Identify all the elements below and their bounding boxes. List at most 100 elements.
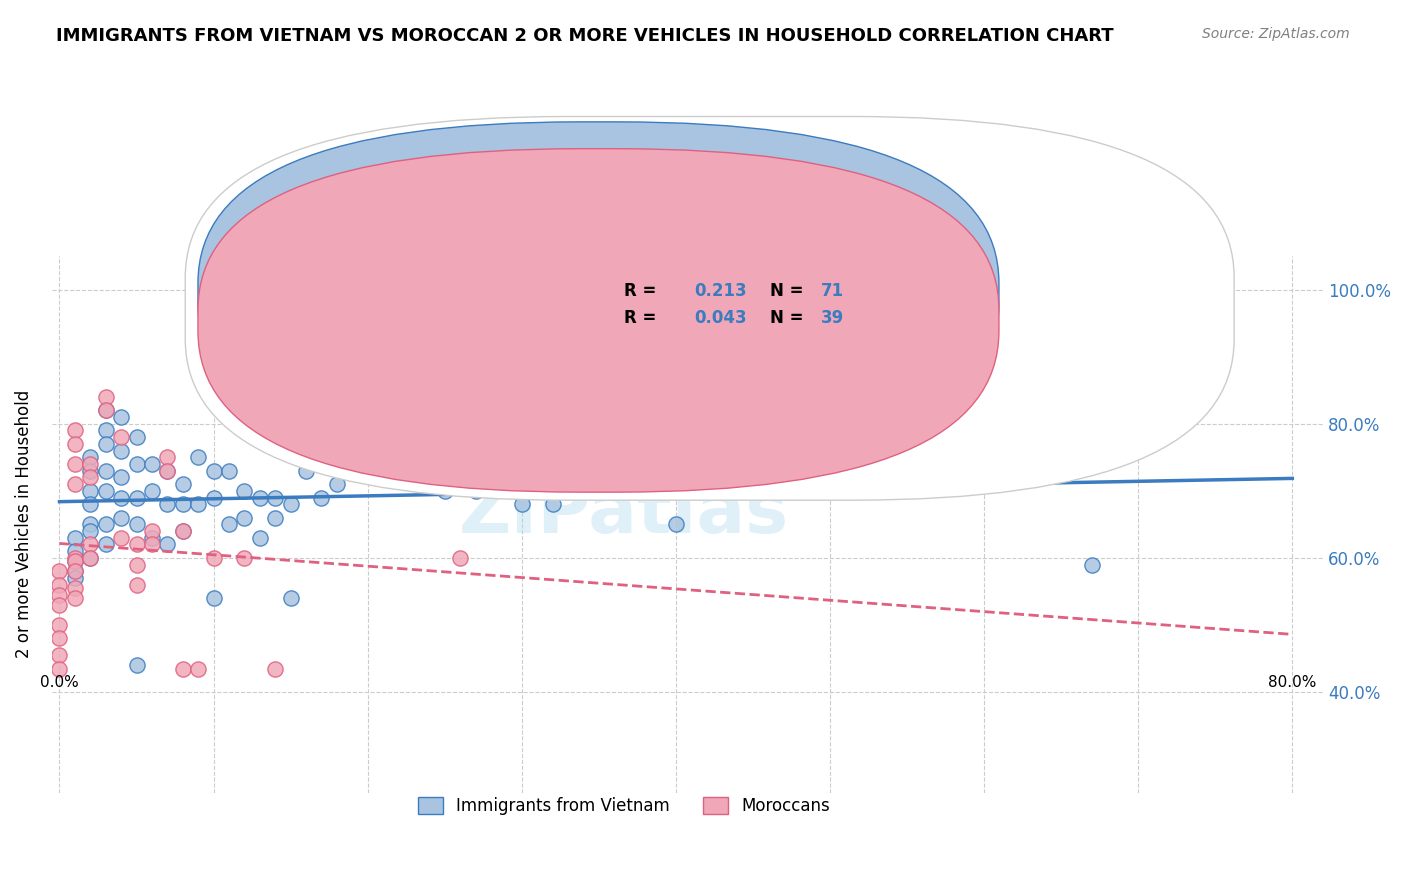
Point [371, 343, 394, 357]
Point [63, 477, 86, 491]
Point [249, 531, 271, 545]
FancyBboxPatch shape [198, 149, 998, 492]
Point [387, 457, 409, 471]
Point [172, 477, 194, 491]
Point [110, 409, 132, 424]
Point [665, 517, 688, 532]
Point [280, 591, 302, 606]
Point [125, 578, 148, 592]
Point [110, 443, 132, 458]
Point [79, 457, 101, 471]
Text: 0.213: 0.213 [693, 282, 747, 300]
Point [48, 648, 70, 662]
Point [433, 483, 456, 498]
Point [79, 470, 101, 484]
FancyBboxPatch shape [186, 117, 1234, 500]
Point [63, 564, 86, 578]
Point [172, 497, 194, 511]
Point [156, 464, 179, 478]
Text: ZIPatlas: ZIPatlas [458, 479, 789, 548]
Point [541, 497, 564, 511]
Point [48, 578, 70, 592]
FancyBboxPatch shape [198, 122, 998, 466]
Point [94, 403, 117, 417]
Point [264, 662, 287, 676]
Point [125, 658, 148, 673]
Point [63, 571, 86, 585]
Text: 0.0%: 0.0% [41, 674, 79, 690]
Point [202, 550, 225, 565]
Text: 39: 39 [821, 309, 844, 326]
Text: Source: ZipAtlas.com: Source: ZipAtlas.com [1202, 27, 1350, 41]
Point [63, 437, 86, 451]
Point [156, 464, 179, 478]
Point [94, 437, 117, 451]
Text: IMMIGRANTS FROM VIETNAM VS MOROCCAN 2 OR MORE VEHICLES IN HOUSEHOLD CORRELATION : IMMIGRANTS FROM VIETNAM VS MOROCCAN 2 OR… [56, 27, 1114, 45]
Point [156, 537, 179, 551]
Point [187, 450, 209, 465]
Point [249, 491, 271, 505]
Point [264, 510, 287, 524]
Text: 0.043: 0.043 [693, 309, 747, 326]
Point [588, 464, 610, 478]
Point [172, 524, 194, 538]
Point [48, 632, 70, 646]
Point [63, 550, 86, 565]
Point [79, 464, 101, 478]
Point [634, 483, 657, 498]
Point [63, 554, 86, 568]
Point [280, 497, 302, 511]
Point [141, 483, 163, 498]
Point [63, 591, 86, 606]
Point [63, 581, 86, 595]
Text: R =: R = [624, 282, 657, 300]
Point [202, 491, 225, 505]
Point [94, 517, 117, 532]
Point [125, 517, 148, 532]
Point [94, 483, 117, 498]
Point [218, 464, 240, 478]
Point [479, 457, 502, 471]
Point [48, 662, 70, 676]
Point [63, 424, 86, 438]
Point [94, 537, 117, 551]
Point [63, 564, 86, 578]
Point [218, 517, 240, 532]
Point [125, 558, 148, 572]
Point [295, 464, 318, 478]
Point [510, 497, 533, 511]
Point [63, 531, 86, 545]
Point [156, 450, 179, 465]
Point [110, 531, 132, 545]
Point [48, 598, 70, 612]
Point [141, 531, 163, 545]
Point [125, 491, 148, 505]
Point [94, 424, 117, 438]
Text: 80.0%: 80.0% [1268, 674, 1316, 690]
Point [464, 483, 486, 498]
Point [110, 510, 132, 524]
Point [125, 537, 148, 551]
Point [79, 517, 101, 532]
Point [79, 483, 101, 498]
Point [1050, 464, 1073, 478]
Y-axis label: 2 or more Vehicles in Household: 2 or more Vehicles in Household [15, 390, 32, 658]
Point [402, 470, 425, 484]
Point [311, 491, 333, 505]
Point [110, 430, 132, 444]
Point [79, 497, 101, 511]
Point [156, 497, 179, 511]
Point [141, 524, 163, 538]
Point [63, 457, 86, 471]
Point [94, 403, 117, 417]
Point [202, 591, 225, 606]
Point [233, 550, 256, 565]
Point [202, 464, 225, 478]
Point [696, 483, 718, 498]
Point [172, 662, 194, 676]
Point [48, 588, 70, 602]
Text: 71: 71 [821, 282, 844, 300]
Point [141, 537, 163, 551]
Point [110, 470, 132, 484]
Point [125, 457, 148, 471]
